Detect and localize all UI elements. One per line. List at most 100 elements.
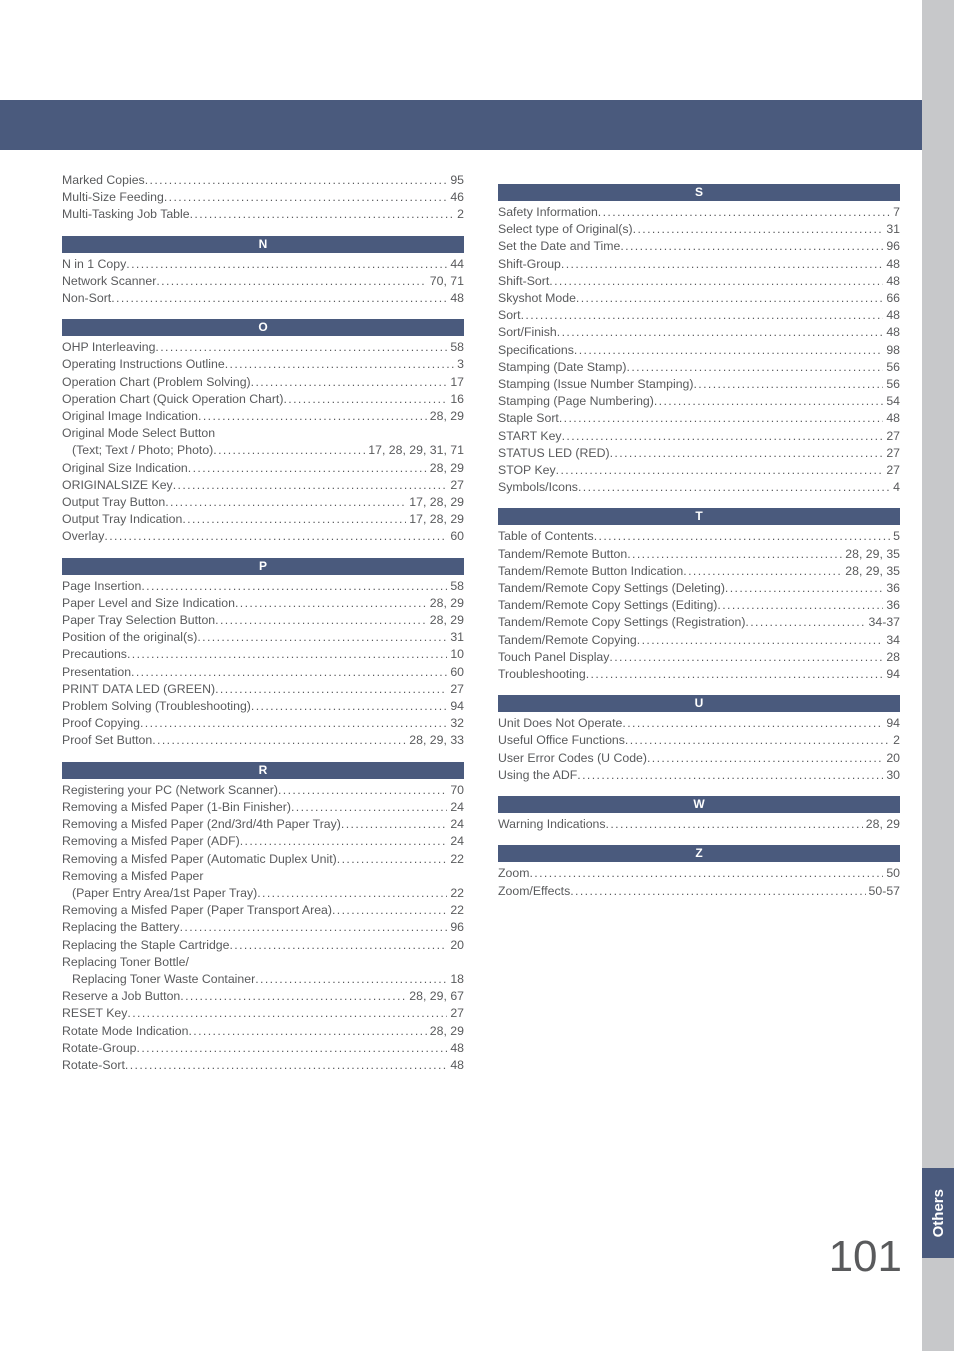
index-entry: Original Image Indication 28, 29 <box>62 408 464 425</box>
index-entry-page: 27 <box>883 462 900 479</box>
index-entry-label: Page Insertion <box>62 578 141 595</box>
index-section-head: O <box>62 319 464 336</box>
index-entry: N in 1 Copy 44 <box>62 256 464 273</box>
index-entry-label: Network Scanner <box>62 273 156 290</box>
index-entry-page: 22 <box>447 902 464 919</box>
index-entry-label: Shift-Group <box>498 256 561 273</box>
index-entry: User Error Codes (U Code) 20 <box>498 750 900 767</box>
index-entry: Staple Sort 48 <box>498 410 900 427</box>
index-entry-label: Removing a Misfed Paper (Automatic Duple… <box>62 851 337 868</box>
index-entry: PRINT DATA LED (GREEN) 27 <box>62 681 464 698</box>
index-entry: Page Insertion 58 <box>62 578 464 595</box>
index-entry-leader <box>137 1040 448 1057</box>
index-entry: Sort 48 <box>498 307 900 324</box>
index-entry: Proof Copying 32 <box>62 715 464 732</box>
index-entry-label: Zoom/Effects <box>498 883 570 900</box>
index-entry-page: 98 <box>883 342 900 359</box>
index-entry-leader <box>577 767 883 784</box>
index-entry-page: 28, 29 <box>863 816 900 833</box>
index-section-head: U <box>498 695 900 712</box>
index-entry: Touch Panel Display 28 <box>498 649 900 666</box>
index-entry: Reserve a Job Button 28, 29, 67 <box>62 988 464 1005</box>
index-entry-page: 5 <box>890 528 900 545</box>
index-entry-label: Removing a Misfed Paper (Paper Transport… <box>62 902 332 919</box>
index-entry-leader <box>155 339 447 356</box>
index-entry-page: 96 <box>883 238 900 255</box>
index-entry-page: 48 <box>883 273 900 290</box>
index-entry-page: 17, 28, 29 <box>406 494 464 511</box>
index-entry-leader <box>609 649 883 666</box>
index-entry-leader <box>190 206 455 223</box>
index-entry-leader <box>647 750 883 767</box>
index-entry-leader <box>203 868 464 885</box>
index-column-right: SSafety Information 7Select type of Orig… <box>498 172 900 1074</box>
index-entry-page: 34 <box>883 632 900 649</box>
index-entry-leader <box>127 646 447 663</box>
index-entry-label: Shift-Sort <box>498 273 549 290</box>
index-entry: Presentation 60 <box>62 664 464 681</box>
index-entry-leader <box>240 833 448 850</box>
index-entry-page: 46 <box>447 189 464 206</box>
index-entry: Replacing the Staple Cartridge 20 <box>62 937 464 954</box>
index-entry-page: 70 <box>447 782 464 799</box>
index-entry-page: 2 <box>890 732 900 749</box>
index-entry: Zoom/Effects 50-57 <box>498 883 900 900</box>
index-entry: Stamping (Page Numbering) 54 <box>498 393 900 410</box>
index-entry: Proof Set Button 28, 29, 33 <box>62 732 464 749</box>
index-entry: Removing a Misfed Paper (1-Bin Finisher)… <box>62 799 464 816</box>
index-entry-label: Tandem/Remote Copy Settings (Deleting) <box>498 580 725 597</box>
index-entry-page: 18 <box>447 971 464 988</box>
index-entry-label: Removing a Misfed Paper (1-Bin Finisher) <box>62 799 291 816</box>
index-entry: Removing a Misfed Paper <box>62 868 464 885</box>
index-entry-leader <box>529 865 883 882</box>
index-entry-leader <box>173 477 448 494</box>
index-entry-label: Reserve a Job Button <box>62 988 180 1005</box>
index-entry-page: 70, 71 <box>427 273 464 290</box>
index-entry: Replacing Toner Bottle/ <box>62 954 464 971</box>
index-entry-leader <box>570 883 865 900</box>
index-entry: Output Tray Button 17, 28, 29 <box>62 494 464 511</box>
index-entry: Position of the original(s) 31 <box>62 629 464 646</box>
index-entry: Multi-Size Feeding 46 <box>62 189 464 206</box>
index-entry: Tandem/Remote Copy Settings (Editing) 36 <box>498 597 900 614</box>
index-entry-page: 60 <box>447 664 464 681</box>
index-entry-leader <box>189 954 464 971</box>
index-section-head: R <box>62 762 464 779</box>
index-entry: Operation Chart (Problem Solving) 17 <box>62 374 464 391</box>
index-entry-page: 28, 29, 35 <box>842 546 900 563</box>
index-entry-label: Safety Information <box>498 204 598 221</box>
index-entry-page: 31 <box>883 221 900 238</box>
index-entry-leader <box>145 172 448 189</box>
index-entry-page: 28, 29, 33 <box>406 732 464 749</box>
index-entry-leader <box>586 666 884 683</box>
index-entry-label: Replacing the Staple Cartridge <box>62 937 229 954</box>
index-entry-page: 56 <box>883 359 900 376</box>
index-entry-label: Rotate Mode Indication <box>62 1023 188 1040</box>
index-section-letter: R <box>123 763 403 778</box>
index-entry-leader <box>610 445 884 462</box>
index-entry: (Text; Text / Photo; Photo) 17, 28, 29, … <box>62 442 464 459</box>
index-entry-label: Zoom <box>498 865 529 882</box>
index-entry: Replacing Toner Waste Container 18 <box>62 971 464 988</box>
index-entry-leader <box>257 885 447 902</box>
index-entry-leader <box>251 698 447 715</box>
index-entry-label: Stamping (Page Numbering) <box>498 393 654 410</box>
index-entry-page: 95 <box>447 172 464 189</box>
index-entry: Specifications 98 <box>498 342 900 359</box>
index-entry-page: 48 <box>447 290 464 307</box>
index-entry-leader <box>283 391 447 408</box>
index-entry-label: Unit Does Not Operate <box>498 715 622 732</box>
index-entry-page: 27 <box>883 445 900 462</box>
index-entry-page: 36 <box>883 580 900 597</box>
index-entry: Replacing the Battery 96 <box>62 919 464 936</box>
index-entry-page: 48 <box>883 307 900 324</box>
index-entry-leader <box>126 256 447 273</box>
index-entry-label: PRINT DATA LED (GREEN) <box>62 681 215 698</box>
index-entry: STATUS LED (RED) 27 <box>498 445 900 462</box>
index-entry: Registering your PC (Network Scanner) 70 <box>62 782 464 799</box>
index-entry-leader <box>182 511 406 528</box>
index-entry-leader <box>180 919 448 936</box>
index-entry: Problem Solving (Troubleshooting) 94 <box>62 698 464 715</box>
index-entry-page: 94 <box>447 698 464 715</box>
index-entry-label: Stamping (Issue Number Stamping) <box>498 376 693 393</box>
